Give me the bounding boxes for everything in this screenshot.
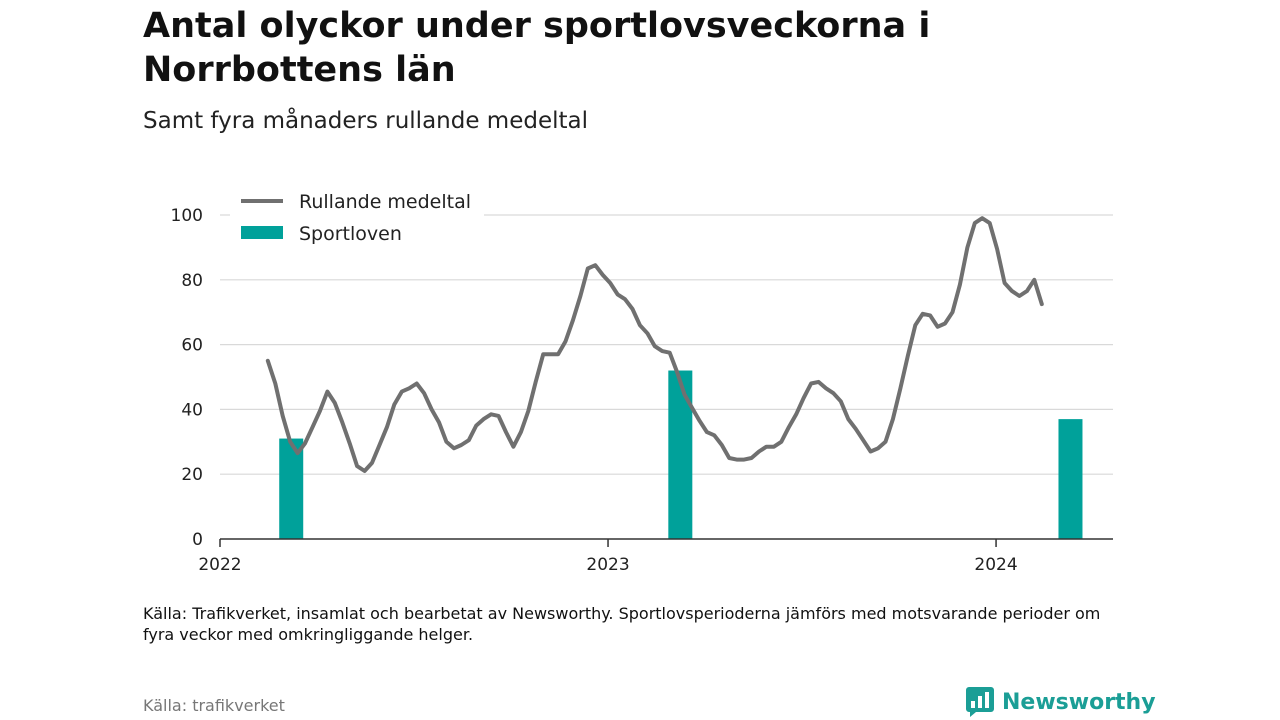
line-series xyxy=(265,216,1044,473)
source-text: Källa: trafikverket xyxy=(143,696,285,715)
brand-logo: Newsworthy xyxy=(966,686,1156,718)
y-tick-label: 60 xyxy=(181,336,203,356)
bar-chart-bubble-icon xyxy=(966,687,994,717)
y-axis-ticks: 0 20 40 60 80 100 xyxy=(171,206,203,550)
chart-title: Antal olyckor under sportlovsveckorna i … xyxy=(143,6,931,90)
rolling-average-line xyxy=(265,216,1044,473)
legend-swatch-bar xyxy=(241,226,283,239)
y-tick-label: 0 xyxy=(192,530,203,550)
legend-label-bar: Sportloven xyxy=(299,223,402,245)
sportlov-bar xyxy=(279,438,304,539)
y-tick-label: 20 xyxy=(181,465,203,485)
x-tick-label: 2024 xyxy=(974,555,1017,575)
legend: Rullande medeltal Sportloven xyxy=(230,186,484,248)
x-tick-label: 2023 xyxy=(586,555,629,575)
bar-series xyxy=(279,370,1083,539)
legend-label-line: Rullande medeltal xyxy=(299,191,471,213)
x-tick-label: 2022 xyxy=(198,555,241,575)
x-axis: 2022 2023 2024 xyxy=(198,538,1113,575)
grid-lines xyxy=(220,214,1113,475)
y-tick-label: 40 xyxy=(181,400,203,420)
sportlov-bar xyxy=(668,370,693,539)
footnote: Källa: Trafikverket, insamlat och bearbe… xyxy=(143,604,1101,644)
chart-subtitle: Samt fyra månaders rullande medeltal xyxy=(143,108,589,134)
y-tick-label: 80 xyxy=(181,271,203,291)
sportlov-bar xyxy=(1058,419,1083,539)
chart-area: 0 20 40 60 80 100 2022 2023 2024 Rullande medel… xyxy=(170,186,1113,575)
brand-name: Newsworthy xyxy=(1002,689,1156,715)
y-tick-label: 100 xyxy=(171,206,203,226)
